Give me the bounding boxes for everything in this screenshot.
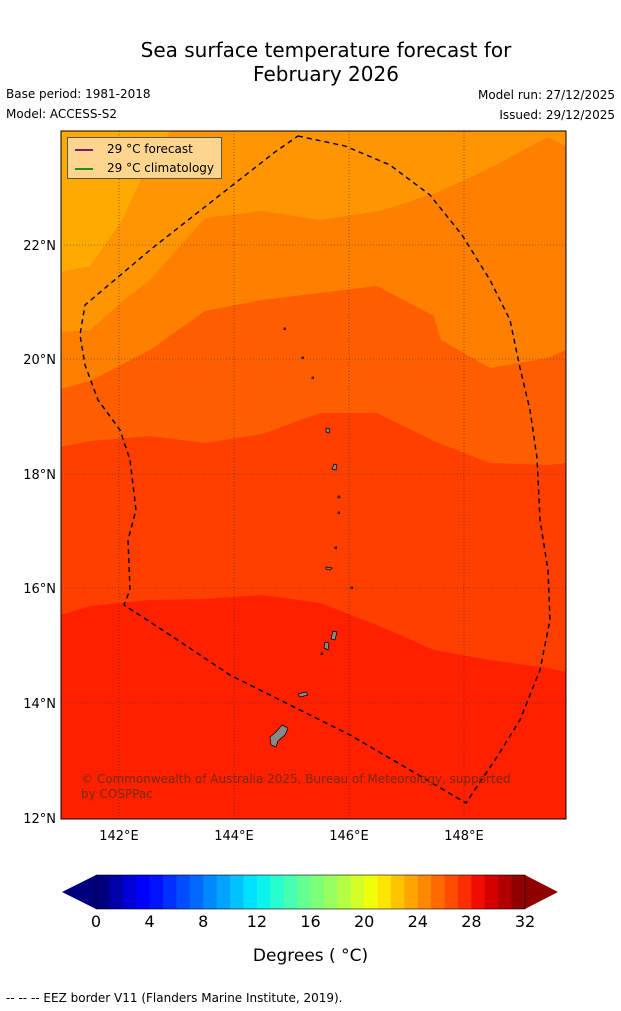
colorbar-cell bbox=[511, 875, 526, 909]
climatology-line-swatch bbox=[75, 167, 93, 170]
colorbar-cell bbox=[109, 875, 124, 909]
islands bbox=[269, 327, 353, 748]
chart-title: Sea surface temperature forecast for Feb… bbox=[0, 38, 621, 86]
colorbar-cell bbox=[337, 875, 352, 909]
colorbar-cell bbox=[310, 875, 325, 909]
colorbar-cell bbox=[270, 875, 285, 909]
sst-map: 22°N 20°N 18°N 16°N 14°N 12°N 142°E 144°… bbox=[23, 130, 567, 844]
island-sarigan bbox=[337, 495, 341, 499]
colorbar-tick-label: 20 bbox=[354, 912, 374, 930]
colorbar-cell bbox=[256, 875, 271, 909]
lon-label-148: 148°E bbox=[444, 829, 484, 844]
issued-date: Issued: 29/12/2025 bbox=[499, 108, 615, 122]
colorbar-cell bbox=[297, 875, 311, 909]
island-asuncion bbox=[311, 376, 314, 379]
colorbar-tick-label: 28 bbox=[461, 912, 481, 930]
legend-forecast: 29 °C forecast bbox=[75, 140, 193, 158]
colorbar-tick-label: 16 bbox=[300, 912, 320, 930]
lat-label-22: 22°N bbox=[23, 239, 56, 254]
island-aguijan bbox=[320, 652, 323, 655]
colorbar-cells bbox=[96, 875, 526, 909]
colorbar-cell bbox=[283, 875, 298, 909]
colorbar-cell bbox=[122, 875, 137, 909]
legend-climatology: 29 °C climatology bbox=[75, 159, 214, 177]
lat-label-12: 12°N bbox=[23, 812, 56, 827]
colorbar-frame bbox=[95, 874, 526, 910]
colorbar-cell bbox=[431, 875, 446, 909]
island-agrihan bbox=[325, 427, 331, 434]
colorbar-cell bbox=[404, 875, 419, 909]
colorbar-tick-label: 24 bbox=[408, 912, 428, 930]
colorbar-cell bbox=[417, 875, 432, 909]
colorbar-cell bbox=[216, 875, 231, 909]
colorbar-cell bbox=[471, 875, 486, 909]
colorbar-cell bbox=[323, 875, 338, 909]
colorbar-cell bbox=[176, 875, 191, 909]
eez-footnote: -- -- -- EEZ border V11 (Flanders Marine… bbox=[6, 991, 343, 1005]
island-guguan bbox=[337, 511, 340, 514]
lon-label-146: 146°E bbox=[329, 829, 369, 844]
island-anatahan bbox=[325, 566, 333, 571]
colorbar-min-extension bbox=[62, 875, 96, 909]
colorbar-cell bbox=[457, 875, 472, 909]
colorbar-cell bbox=[96, 875, 110, 909]
colorbar-cell bbox=[350, 875, 365, 909]
colorbar-cell bbox=[136, 875, 151, 909]
island-maug bbox=[301, 356, 304, 359]
colorbar-max-extension bbox=[525, 875, 558, 909]
colorbar-tick-label: 0 bbox=[91, 912, 101, 930]
colorbar-cell bbox=[149, 875, 164, 909]
colorbar: 0 4 8 12 16 20 24 28 32 bbox=[62, 874, 558, 930]
colorbar-cell bbox=[377, 875, 392, 909]
colorbar-cell bbox=[189, 875, 204, 909]
title-line-2: February 2026 bbox=[253, 62, 399, 86]
lon-label-144: 144°E bbox=[214, 829, 254, 844]
lat-label-18: 18°N bbox=[23, 468, 56, 483]
colorbar-cell bbox=[390, 875, 405, 909]
colorbar-cell bbox=[243, 875, 258, 909]
legend-forecast-label: 29 °C forecast bbox=[107, 142, 193, 156]
copyright-notice: © Commonwealth of Australia 2025, Bureau… bbox=[81, 772, 511, 801]
island-saipan bbox=[330, 630, 338, 641]
lat-label-14: 14°N bbox=[23, 697, 56, 712]
colorbar-tick-label: 32 bbox=[515, 912, 535, 930]
island-rota bbox=[297, 691, 309, 698]
lat-label-16: 16°N bbox=[23, 582, 56, 597]
colorbar-tick-label: 12 bbox=[247, 912, 267, 930]
colorbar-cell bbox=[484, 875, 499, 909]
island-pagan bbox=[331, 463, 338, 471]
island-alamagan bbox=[334, 546, 337, 549]
colorbar-cell bbox=[203, 875, 218, 909]
band-5 bbox=[61, 595, 566, 819]
forecast-line-swatch bbox=[75, 148, 93, 151]
island-tinian bbox=[323, 641, 330, 651]
title-line-1: Sea surface temperature forecast for bbox=[140, 38, 512, 62]
colorbar-cell bbox=[498, 875, 513, 909]
map-legend: 29 °C forecast 29 °C climatology bbox=[67, 137, 222, 179]
colorbar-tick-label: 8 bbox=[198, 912, 208, 930]
model-run: Model run: 27/12/2025 bbox=[477, 88, 615, 102]
island-medinilla bbox=[350, 586, 353, 589]
lon-label-142: 142°E bbox=[99, 829, 139, 844]
colorbar-tick-label: 4 bbox=[145, 912, 155, 930]
colorbar-cell bbox=[230, 875, 244, 909]
sst-contour-bands bbox=[61, 131, 566, 819]
island-guam bbox=[269, 724, 289, 748]
legend-climatology-label: 29 °C climatology bbox=[107, 161, 215, 175]
colorbar-cell bbox=[364, 875, 379, 909]
base-period: Base period: 1981-2018 bbox=[6, 87, 151, 101]
gridlines bbox=[61, 131, 566, 819]
eez-border bbox=[79, 135, 551, 804]
colorbar-label: Degrees ( °C) bbox=[252, 946, 369, 966]
colorbar-cell bbox=[163, 875, 177, 909]
model-name: Model: ACCESS-S2 bbox=[6, 107, 118, 121]
colorbar-cell bbox=[444, 875, 459, 909]
map-frame bbox=[60, 130, 567, 820]
island-uracas bbox=[283, 327, 286, 330]
lat-label-20: 20°N bbox=[23, 353, 56, 368]
